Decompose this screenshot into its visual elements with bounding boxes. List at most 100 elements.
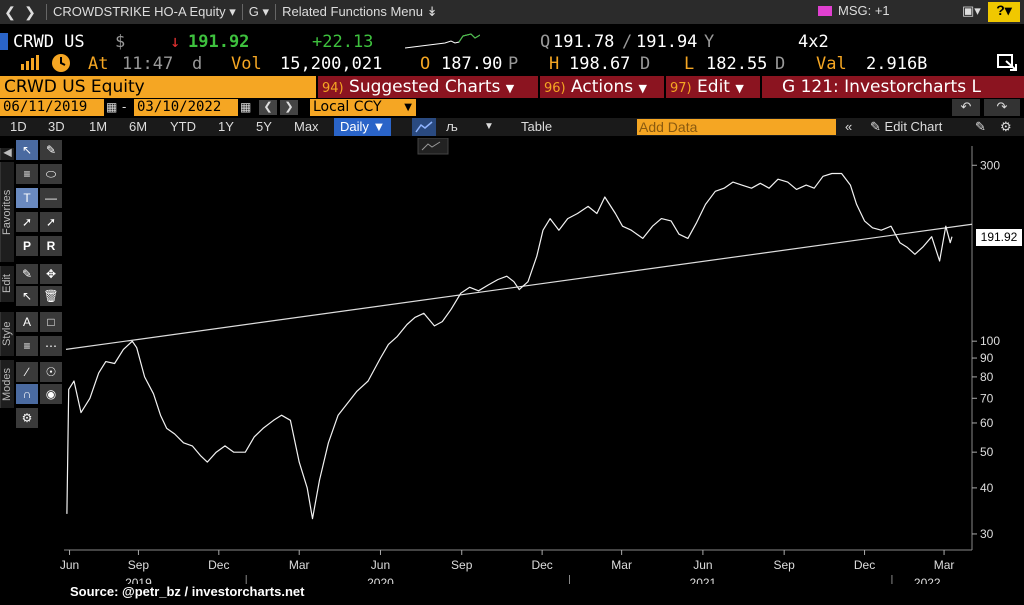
period-1d[interactable]: 1D <box>10 119 27 134</box>
edit-layout-icon[interactable]: ✎ <box>975 119 986 134</box>
high-label: H <box>549 54 560 74</box>
x-month-label: Mar <box>289 558 310 572</box>
previous-period-button[interactable]: ❮ <box>259 100 277 115</box>
high-value: 198.67 <box>569 54 631 74</box>
chevron-down-icon[interactable]: ▼ <box>484 121 494 132</box>
x-month-label: Mar <box>611 558 632 572</box>
font-style-icon[interactable]: A <box>16 312 38 332</box>
last-price-tag: 191.92 <box>976 228 1022 246</box>
p-marker-icon[interactable]: P <box>16 236 38 256</box>
bid-ask-separator: / <box>622 32 633 52</box>
period-1m[interactable]: 1M <box>89 119 108 134</box>
period-max[interactable]: Max <box>294 119 319 134</box>
magnet-icon[interactable]: ∩ <box>16 384 38 404</box>
title-bar: ❮ ❯ CROWDSTRIKE HO-A Equity ▾ G ▾ Relate… <box>0 0 1024 24</box>
y-tick-label: 50 <box>980 445 994 459</box>
horizontal-line-icon[interactable]: — <box>40 188 62 208</box>
bid-ask-label: Q <box>540 32 551 52</box>
add-data-input[interactable]: Add Data <box>637 119 836 135</box>
quote-detail-row: At 11:47 d Vol 15,200,021 O 187.90 P H 1… <box>0 52 1024 74</box>
price-series-line <box>66 172 953 520</box>
at-label: At <box>88 54 109 74</box>
brush-icon[interactable]: ✎ <box>16 264 38 284</box>
security-field[interactable]: CRWD US Equity <box>0 76 316 98</box>
down-arrow-icon: ↓ <box>170 32 181 52</box>
select-add-icon[interactable]: ↖ <box>16 286 38 306</box>
cursor-icon[interactable]: ↖ <box>16 140 38 160</box>
security-title-dropdown[interactable]: CROWDSTRIKE HO-A Equity ▾ <box>53 4 236 20</box>
redo-icon[interactable]: ↷ <box>984 99 1020 116</box>
y-tick-label: 70 <box>980 391 994 405</box>
end-date-field[interactable]: 03/10/2022 <box>134 99 238 116</box>
period-6m[interactable]: 6M <box>129 119 148 134</box>
fibonacci-icon[interactable]: ≡ <box>16 164 38 184</box>
line-style-icon[interactable]: ⋯ <box>40 336 62 356</box>
gear-icon[interactable]: ⚙ <box>1000 119 1012 134</box>
trendline <box>65 223 973 350</box>
line-chart-icon[interactable] <box>412 118 436 136</box>
line-weight-icon[interactable]: ≡ <box>16 336 38 356</box>
trash-icon[interactable]: 🗑 <box>40 286 62 306</box>
pin-add-icon[interactable]: ☉ <box>40 362 62 382</box>
window-menu-icon[interactable]: ▣▾ <box>962 3 981 18</box>
color-palette-icon[interactable]: ◉ <box>40 384 62 404</box>
period-1y[interactable]: 1Y <box>218 119 234 134</box>
edit-button[interactable]: 97) Edit ▼ <box>666 76 760 98</box>
chevron-down-icon: ▼ <box>638 82 648 95</box>
table-button[interactable]: Table <box>521 119 553 134</box>
divider <box>241 4 243 20</box>
suggested-charts-button[interactable]: 94) Suggested Charts ▼ <box>318 76 538 98</box>
frequency-select[interactable]: Daily ▼ <box>334 118 392 136</box>
period-3d[interactable]: 3D <box>48 119 65 134</box>
collapse-double-chevron-icon[interactable]: « <box>845 119 853 134</box>
x-month-label: Mar <box>934 558 955 572</box>
y-tick-label: 40 <box>980 481 994 495</box>
ray-line-icon[interactable]: ➚ <box>40 212 62 232</box>
annotation-pen-icon[interactable]: ✎ <box>40 140 62 160</box>
open-suffix: P <box>508 54 519 74</box>
currency-select[interactable]: Local CCY ▼ <box>310 99 416 116</box>
actions-button[interactable]: 96) Actions ▼ <box>540 76 664 98</box>
undo-icon[interactable]: ↶ <box>952 99 980 116</box>
crosshair-dash-icon[interactable]: ∕ <box>16 362 38 382</box>
edit-chart-label: Edit Chart <box>884 119 943 134</box>
settings-gear-icon[interactable]: ⚙ <box>16 408 38 428</box>
fill-color-icon[interactable]: □ <box>40 312 62 332</box>
next-period-button[interactable]: ❯ <box>280 100 298 115</box>
x-month-label: Jun <box>371 558 390 572</box>
period-toolbar: 1D 3D 1M 6M YTD 1Y 5Y Max Daily ▼ љ ▼ Ta… <box>0 118 1024 136</box>
export-icon[interactable] <box>996 52 1018 77</box>
bar-chart-icon[interactable]: љ <box>446 119 458 134</box>
start-date-field[interactable]: 06/11/2019 <box>0 99 104 116</box>
messages-button[interactable]: MSG: +1 <box>818 3 890 18</box>
edit-chart-button[interactable]: ✎ Edit Chart <box>870 119 942 135</box>
trendline-icon[interactable]: ➚ <box>16 212 38 232</box>
back-icon[interactable]: ❮ <box>4 3 16 20</box>
calendar-icon[interactable]: ▦ <box>240 100 252 114</box>
divider <box>275 4 277 20</box>
price-chart[interactable]: 30 40 50 60 70 80 90 100 300 Jun Sep Dec Mar Jun Sep De… <box>0 138 1024 584</box>
open-value: 187.90 <box>441 54 503 74</box>
help-button[interactable]: ?▾ <box>988 2 1020 22</box>
help-icon: ? <box>996 2 1005 18</box>
function-dropdown[interactable]: G ▾ <box>249 4 269 20</box>
currency-symbol: $ <box>115 32 126 52</box>
high-suffix: D <box>640 54 651 74</box>
chart-name-field[interactable]: G 121: Investorcharts L <box>762 76 1024 98</box>
envelope-icon <box>818 5 832 16</box>
x-month-label: Sep <box>451 558 473 572</box>
move-icon[interactable]: ✥ <box>40 264 62 284</box>
messages-count: MSG: +1 <box>838 3 890 18</box>
divider <box>46 4 47 20</box>
r-marker-icon[interactable]: R <box>40 236 62 256</box>
period-5y[interactable]: 5Y <box>256 119 272 134</box>
volume-value: 15,200,021 <box>280 54 383 74</box>
time-suffix: d <box>192 54 203 74</box>
text-tool-icon[interactable]: T <box>16 188 38 208</box>
edit-label: Edit <box>697 77 730 97</box>
calendar-icon[interactable]: ▦ <box>106 100 118 114</box>
ellipse-icon[interactable]: ⬭ <box>40 164 62 184</box>
period-ytd[interactable]: YTD <box>170 119 196 134</box>
related-functions-menu[interactable]: Related Functions Menu ↡ <box>282 4 437 20</box>
forward-icon[interactable]: ❯ <box>24 3 36 20</box>
